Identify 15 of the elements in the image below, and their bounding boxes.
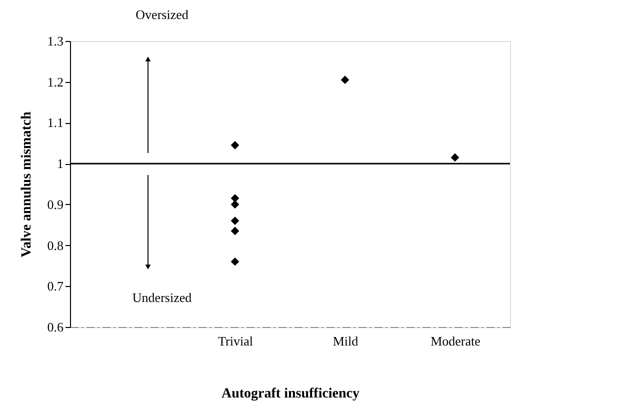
x-axis-title: Autograft insufficiency [221, 386, 360, 402]
y-tick-label: 0.8 [47, 238, 64, 253]
y-tick-label: 0.7 [47, 278, 64, 294]
y-tick-label: 1.2 [47, 74, 64, 90]
y-tick-label: 1.3 [47, 34, 64, 48]
y-tick-label: 0.6 [47, 320, 64, 334]
x-tick-label: Mild [332, 334, 359, 348]
y-tick-label: 1 [57, 156, 64, 172]
y-tick-label: 1.1 [47, 115, 64, 130]
x-tick-label: Moderate [430, 334, 481, 348]
y-axis-title: Valve annulus mismatch [19, 111, 34, 258]
annotation: Undersized [132, 290, 192, 305]
x-tick-label: Trivial [218, 334, 254, 348]
text: Oversized [136, 7, 189, 22]
y-tick-label: 0.9 [47, 196, 64, 212]
